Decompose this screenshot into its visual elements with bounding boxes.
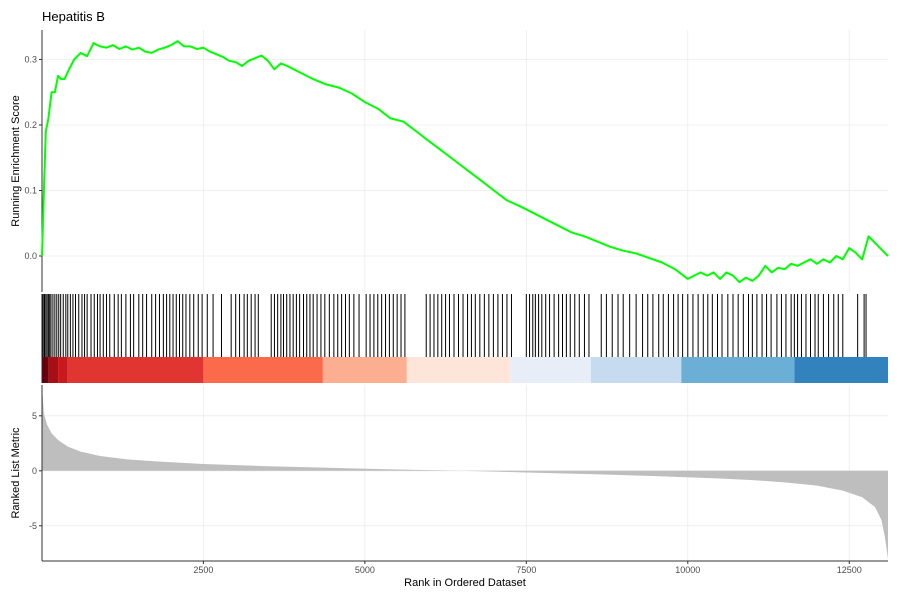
running-enrichment-score-line	[41, 40, 889, 284]
y-tick-label: 0.3	[24, 54, 37, 64]
x-tick-label: 10000	[675, 565, 700, 575]
rank-band	[42, 357, 49, 383]
middle-panel	[41, 294, 888, 383]
x-tick-label: 5000	[355, 565, 375, 575]
x-axis-title: Rank in Ordered Dataset	[404, 577, 526, 589]
ranked-metric-y-ticks: -5 0 5	[29, 411, 42, 531]
y-tick-label: 0.0	[24, 251, 37, 261]
rank-color-bands	[42, 357, 888, 383]
rank-band	[681, 357, 795, 383]
x-axis-ticks: 2500 5000 7500 10000 12500	[193, 561, 862, 575]
x-tick-label: 2500	[193, 565, 213, 575]
rank-band	[590, 357, 682, 383]
rank-band	[67, 357, 204, 383]
y-tick-label: 0.2	[24, 120, 37, 130]
rank-band	[48, 357, 59, 383]
rank-band	[322, 357, 407, 383]
rank-band	[406, 357, 511, 383]
rank-band	[794, 357, 888, 383]
bottom-panel: -5 0 5 2500 5000 7500 10000 12500 Ranked List …	[10, 385, 888, 589]
ranked-list-metric-area	[42, 385, 888, 559]
y-tick-label: -5	[29, 521, 37, 531]
running-score-y-axis-title: Running Enrichment Score	[10, 95, 22, 226]
rank-band	[510, 357, 591, 383]
top-panel: 0.0 0.1 0.2 0.3 Running Enrichment Score	[10, 30, 889, 292]
x-tick-label: 7500	[516, 565, 536, 575]
x-tick-label: 12500	[837, 565, 862, 575]
y-tick-label: 0.1	[24, 185, 37, 195]
y-tick-label: 5	[32, 411, 37, 421]
y-tick-label: 0	[32, 466, 37, 476]
rank-band	[203, 357, 323, 383]
gene-hit-marks	[41, 294, 867, 357]
chart-title: Hepatitis B	[42, 9, 105, 24]
ranked-metric-y-axis-title: Ranked List Metric	[10, 427, 22, 519]
rank-band	[58, 357, 68, 383]
running-score-gridlines	[42, 30, 888, 292]
running-score-y-ticks: 0.0 0.1 0.2 0.3	[24, 54, 42, 261]
